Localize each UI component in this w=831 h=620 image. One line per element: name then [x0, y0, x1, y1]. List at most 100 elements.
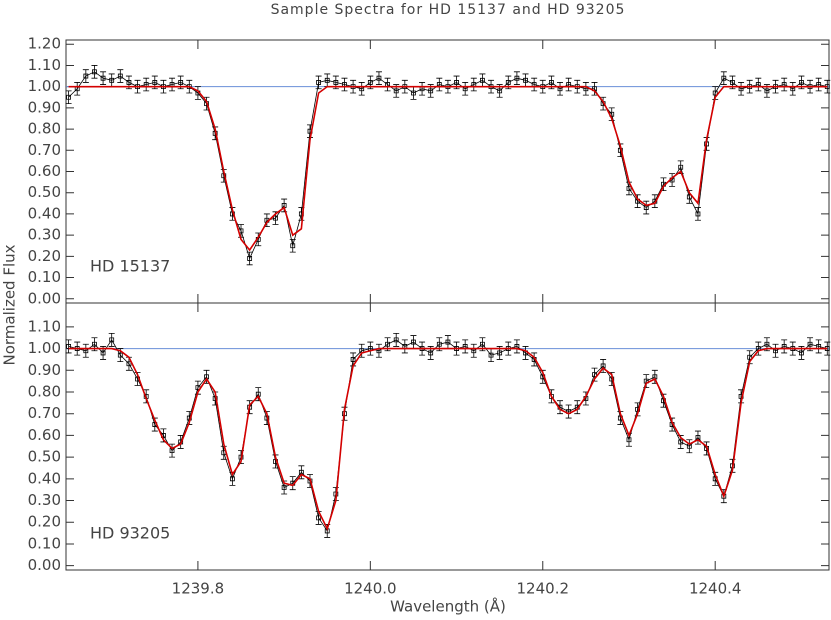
y-tick-label: 0.00: [28, 556, 61, 574]
x-axis-label: Wavelength (Å): [390, 597, 506, 616]
error-bar: [531, 352, 538, 367]
error-bar: [384, 337, 391, 352]
error-bar: [444, 335, 451, 349]
error-bar: [686, 439, 693, 454]
error-bar: [263, 411, 270, 425]
error-bar: [720, 71, 727, 85]
error-bar: [315, 510, 322, 525]
error-bar: [324, 524, 331, 538]
error-bar: [212, 126, 219, 141]
error-bar: [625, 432, 632, 447]
y-tick-label: 0.70: [28, 141, 61, 159]
error-bar: [617, 411, 624, 425]
error-bar: [108, 332, 115, 347]
error-bar: [367, 341, 374, 356]
error-bar: [125, 356, 132, 371]
error-bar: [289, 238, 296, 253]
y-tick-label: 1.20: [28, 35, 61, 53]
error-bar: [686, 190, 693, 204]
x-tick-label: 1240.2: [517, 580, 570, 598]
error-bar: [160, 428, 167, 443]
error-bar: [488, 348, 495, 363]
error-bar: [281, 480, 288, 495]
error-bar: [496, 84, 503, 98]
error-bar: [82, 343, 89, 358]
error-bar: [763, 337, 770, 352]
error-bar: [74, 82, 81, 96]
error-bar: [582, 82, 589, 96]
error-bar: [755, 341, 762, 356]
error-bar: [453, 75, 460, 90]
panel-frame: [65, 302, 830, 571]
error-bar: [789, 82, 796, 96]
error-bar: [660, 393, 667, 408]
y-tick-label: 1.00: [28, 77, 61, 95]
error-bar: [651, 194, 658, 208]
y-tick-label: 0.30: [28, 226, 61, 244]
y-tick-label: 0.80: [28, 120, 61, 138]
error-bar: [367, 75, 374, 90]
x-tick-label: 1239.8: [172, 580, 225, 598]
y-tick-label: 0.70: [28, 404, 61, 422]
error-bar: [600, 359, 607, 373]
error-bar: [229, 207, 236, 221]
y-tick-label: 0.10: [28, 534, 61, 552]
error-bar: [91, 65, 98, 79]
error-bar: [100, 71, 107, 85]
error-bar: [798, 75, 805, 90]
error-bar: [281, 198, 288, 213]
error-bar: [462, 339, 469, 354]
error-bar: [341, 77, 348, 92]
error-bar: [513, 71, 520, 85]
error-bar: [212, 391, 219, 406]
error-bar: [324, 73, 331, 88]
panel-label: HD 93205: [90, 524, 170, 543]
error-bar: [427, 84, 434, 98]
error-bar: [772, 343, 779, 358]
error-bar: [272, 454, 279, 469]
y-tick-label: 0.60: [28, 162, 61, 180]
error-bar: [522, 346, 529, 360]
error-bar: [669, 173, 676, 187]
error-bar: [298, 207, 305, 221]
error-bar: [479, 73, 486, 88]
error-bar: [410, 335, 417, 349]
error-bar: [539, 369, 546, 384]
error-bar: [548, 75, 555, 90]
error-bar: [712, 471, 719, 486]
error-bar: [643, 374, 650, 389]
data-line: [68, 71, 828, 260]
error-bar: [298, 465, 305, 480]
y-tick-label: 0.40: [28, 469, 61, 487]
error-bar: [617, 143, 624, 158]
error-bar: [798, 346, 805, 360]
y-tick-label: 0.50: [28, 448, 61, 466]
error-bar: [600, 96, 607, 111]
fit-line: [68, 347, 828, 531]
error-bar: [143, 77, 150, 92]
error-bar: [169, 443, 176, 458]
y-tick-label: 0.10: [28, 268, 61, 286]
error-bar: [557, 400, 564, 415]
error-bar: [625, 181, 632, 196]
error-bar: [677, 435, 684, 449]
error-bar: [315, 75, 322, 90]
y-tick-label: 0.20: [28, 513, 61, 531]
error-bar: [272, 211, 279, 225]
y-tick-label: 0.80: [28, 383, 61, 401]
y-tick-label: 0.50: [28, 183, 61, 201]
error-bar: [410, 86, 417, 100]
error-bar: [203, 369, 210, 384]
error-bar: [65, 90, 72, 105]
error-bar: [401, 339, 408, 354]
error-bar: [807, 337, 814, 352]
error-bar: [462, 82, 469, 96]
error-bar: [375, 343, 382, 358]
error-bar: [470, 343, 477, 358]
y-tick-label: 0.90: [28, 98, 61, 116]
error-bar: [643, 200, 650, 215]
error-bar: [694, 207, 701, 221]
error-bar: [505, 75, 512, 90]
error-bar: [513, 339, 520, 354]
error-bar: [755, 77, 762, 92]
